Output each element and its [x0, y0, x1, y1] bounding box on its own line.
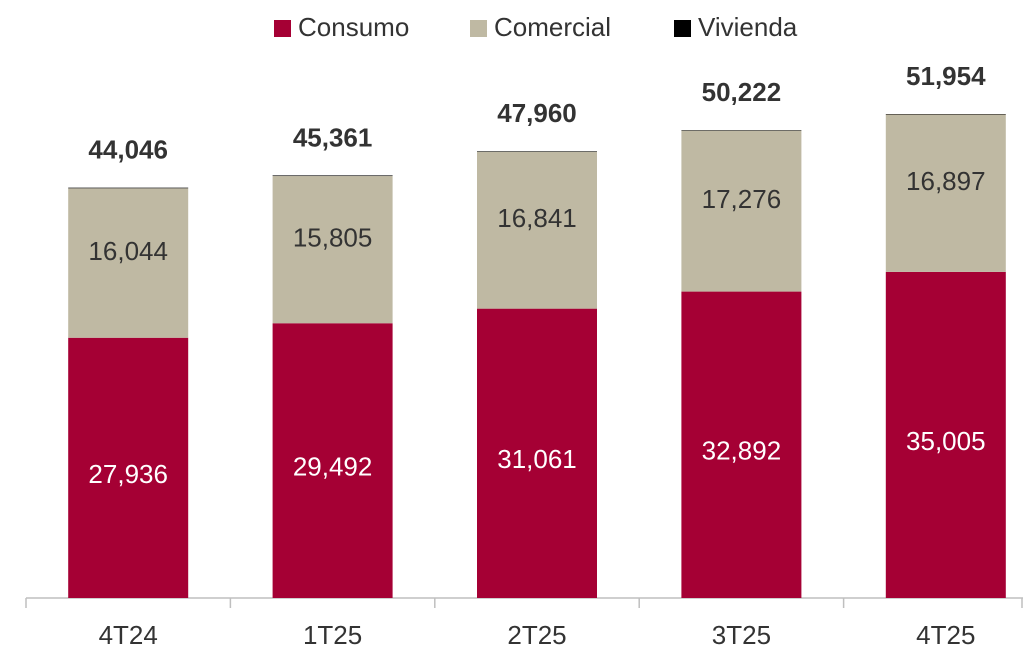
bar-segment: [68, 187, 189, 189]
total-label: 44,046: [88, 135, 168, 165]
x-tick-label: 1T25: [303, 620, 362, 650]
x-tick-label: 3T25: [712, 620, 771, 650]
bar-segment: [272, 176, 393, 324]
total-label: 47,960: [497, 98, 577, 128]
segment-label: 16,897: [906, 166, 986, 196]
bar-segment: [477, 151, 597, 152]
bar-segment: [477, 151, 597, 309]
total-label: 50,222: [702, 77, 782, 107]
segment-label: 35,005: [906, 426, 986, 456]
legend-label: Vivienda: [698, 12, 798, 42]
bar-segment: [272, 175, 393, 177]
bar-segment: [885, 271, 1006, 598]
segment-label: 32,892: [702, 436, 782, 466]
total-label: 45,361: [293, 122, 373, 152]
legend-swatch: [470, 20, 487, 37]
segment-label: 17,276: [702, 184, 782, 214]
legend-label: Comercial: [494, 12, 611, 42]
legend-swatch: [274, 20, 291, 37]
segment-label: 31,061: [497, 444, 577, 474]
bar-segment: [681, 291, 802, 598]
bar-segment: [681, 130, 802, 292]
bar-segment: [885, 114, 1006, 272]
legend-swatch: [674, 20, 691, 37]
total-label: 51,954: [906, 61, 986, 91]
segment-label: 16,044: [88, 236, 168, 266]
segment-label: 29,492: [293, 452, 373, 482]
bar-segment: [68, 188, 189, 338]
x-tick-label: 4T24: [99, 620, 158, 650]
bar-segment: [68, 337, 189, 598]
bar-segment: [681, 130, 802, 131]
segment-label: 27,936: [88, 459, 168, 489]
legend-label: Consumo: [298, 12, 409, 42]
bar-segment: [477, 308, 597, 598]
segment-label: 15,805: [293, 223, 373, 253]
x-tick-label: 2T25: [507, 620, 566, 650]
segment-label: 16,841: [497, 203, 577, 233]
bar-segment: [272, 323, 393, 598]
x-tick-label: 4T25: [916, 620, 975, 650]
